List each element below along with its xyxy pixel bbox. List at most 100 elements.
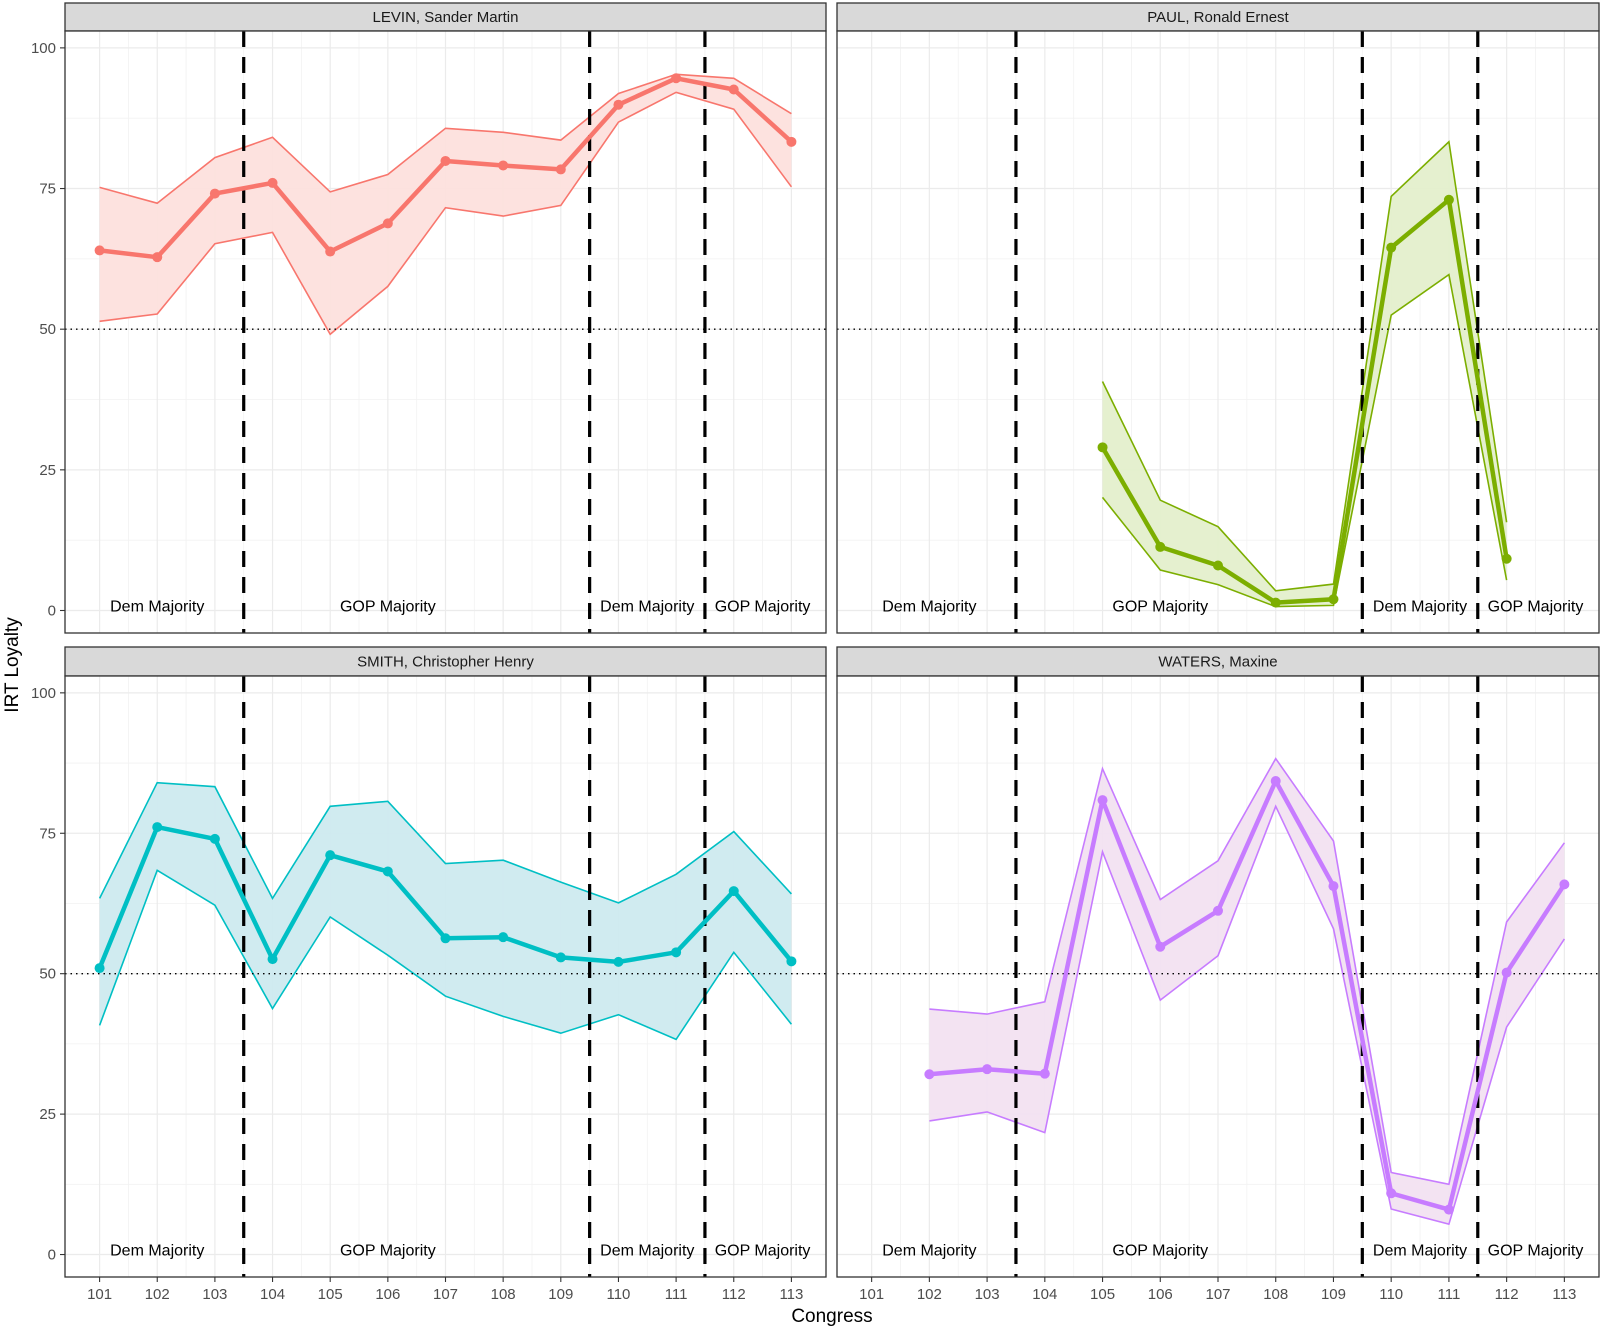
y-tick-label: 25 [39,462,56,479]
y-tick-label: 50 [39,966,56,983]
x-tick-label: 104 [260,1286,285,1303]
panel-strip [836,2,1600,32]
x-tick-label: 108 [1263,1286,1288,1303]
data-point [613,99,624,110]
x-tick-label: 107 [433,1286,458,1303]
lower-bound-line [929,804,1566,1226]
majority-label: Dem Majority [600,1243,694,1260]
y-tick-label: 25 [39,1106,56,1123]
majority-label: GOP Majority [340,598,436,615]
data-point [498,932,509,943]
confidence-band [1102,141,1507,607]
lower-bound-line [98,869,793,1041]
data-point [1097,795,1108,806]
data-point [94,245,105,256]
data-point [267,954,278,965]
data-point [1443,194,1454,205]
data-point [1155,941,1166,952]
majority-label: GOP Majority [1112,598,1208,615]
x-tick-label: 101 [859,1286,884,1303]
upper-bound-line [929,757,1566,1186]
data-point [1328,881,1339,892]
x-tick-label: 110 [606,1286,630,1303]
y-tick-label: 75 [39,181,56,198]
data-point [1328,594,1339,605]
x-tick-label: 103 [975,1286,1000,1303]
majority-label: Dem Majority [1373,1243,1467,1260]
data-point [1213,560,1223,571]
panel-strip [64,646,827,677]
data-point [1270,597,1281,608]
majority-label: GOP Majority [340,1243,436,1260]
x-tick-label: 109 [1321,1286,1346,1303]
data-point [1386,1188,1397,1199]
y-tick-label: 75 [39,825,56,842]
data-point [728,886,739,897]
panel: PAUL, Ronald Ernest Dem Majority GOP Major… [836,2,1600,634]
panel: WATERS, Maxine Dem Majority GOP Majority De… [836,646,1600,1303]
mean-line [929,778,1567,1212]
data-point [671,947,682,958]
x-tick-label: 103 [202,1286,227,1303]
data-point [671,73,682,84]
data-point [325,850,336,861]
data-point [728,84,739,95]
panel-border [836,30,1600,634]
x-tick-label: 102 [917,1286,942,1303]
x-tick-label: 110 [1379,1286,1403,1303]
panel-title: PAUL, Ronald Ernest [1147,9,1289,26]
data-point [382,218,393,229]
panel-title: WATERS, Maxine [1158,654,1277,671]
majority-label: GOP Majority [1488,598,1584,615]
data-point [1386,242,1397,253]
panel: LEVIN, Sander Martin Dem Majority GOP Majo… [31,2,827,634]
data-point [152,252,163,263]
data-point [786,956,797,967]
x-tick-label: 105 [318,1286,343,1303]
majority-label: GOP Majority [715,598,811,615]
data-point [267,177,278,188]
data-point [1270,776,1281,787]
data-point [209,833,220,844]
data-point [555,952,566,963]
majority-label: GOP Majority [1488,1243,1584,1260]
data-point [1039,1068,1050,1079]
y-tick-label: 100 [31,685,56,702]
y-tick-label: 0 [48,602,56,619]
panel-title: LEVIN, Sander Martin [373,9,519,26]
y-tick-label: 50 [39,321,56,338]
panel: SMITH, Christopher Henry Dem Majority GOP … [31,646,827,1303]
data-point [982,1064,993,1075]
majority-label: Dem Majority [882,1243,976,1260]
x-tick-label: 112 [1495,1286,1519,1303]
x-tick-label: 106 [1148,1286,1173,1303]
data-point [1155,541,1166,552]
lower-bound-line [99,91,793,336]
majority-label: Dem Majority [110,598,204,615]
lower-bound-line [1101,273,1508,608]
data-point [1443,1204,1454,1215]
majority-label: GOP Majority [1112,1243,1208,1260]
y-axis-title: IRT Loyalty [2,617,23,713]
x-tick-label: 106 [375,1286,400,1303]
x-tick-label: 107 [1205,1286,1230,1303]
x-tick-label: 112 [722,1286,746,1303]
majority-label: Dem Majority [110,1243,204,1260]
data-point [1501,967,1512,978]
y-tick-label: 0 [48,1247,56,1264]
panel-strip [64,2,827,32]
majority-label: Dem Majority [1373,598,1467,615]
data-point [440,155,451,166]
majority-label: Dem Majority [882,598,976,615]
data-point [325,246,336,257]
data-point [1097,442,1108,453]
data-point [1559,879,1570,890]
majority-label: GOP Majority [715,1243,811,1260]
x-tick-label: 113 [1552,1286,1576,1303]
panel-title: SMITH, Christopher Henry [357,654,534,671]
x-axis-title: Congress [791,1306,872,1327]
panel-border [64,30,827,634]
data-point [1501,553,1512,564]
y-tick-label: 100 [31,40,56,57]
